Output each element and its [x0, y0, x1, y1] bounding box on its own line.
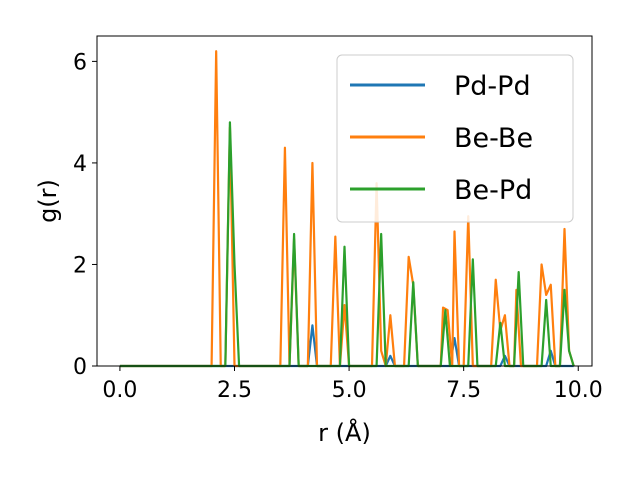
y-tick-label: 6 [73, 50, 87, 75]
legend-box [336, 54, 574, 223]
series-line-be-pd [119, 121, 575, 368]
x-axis-label: r (Å) [318, 418, 371, 447]
legend-label-be-be: Be-Be [454, 123, 533, 154]
y-tick-label: 0 [73, 355, 87, 380]
x-axis-ticks: 0.0 2.5 5.0 7.5 10.0 [102, 366, 603, 403]
series-line-pd-pd [119, 324, 574, 368]
legend-label-pd-pd: Pd-Pd [454, 71, 531, 102]
y-axis-ticks: 0 2 4 6 [73, 50, 97, 380]
plot-frame [96, 35, 593, 367]
y-tick-label: 4 [73, 152, 87, 177]
x-tick-label: 0.0 [102, 378, 137, 403]
x-tick-label: 7.5 [446, 378, 481, 403]
legend-label-be-pd: Be-Pd [454, 175, 532, 206]
y-axis-label: g(r) [34, 179, 62, 223]
x-tick-label: 10.0 [554, 378, 603, 403]
y-tick-label: 2 [73, 253, 87, 278]
legend: Pd-Pd Be-Be Be-Pd [336, 54, 574, 223]
x-tick-label: 5.0 [332, 378, 367, 403]
plot-area [96, 35, 593, 368]
x-tick-label: 2.5 [217, 378, 252, 403]
